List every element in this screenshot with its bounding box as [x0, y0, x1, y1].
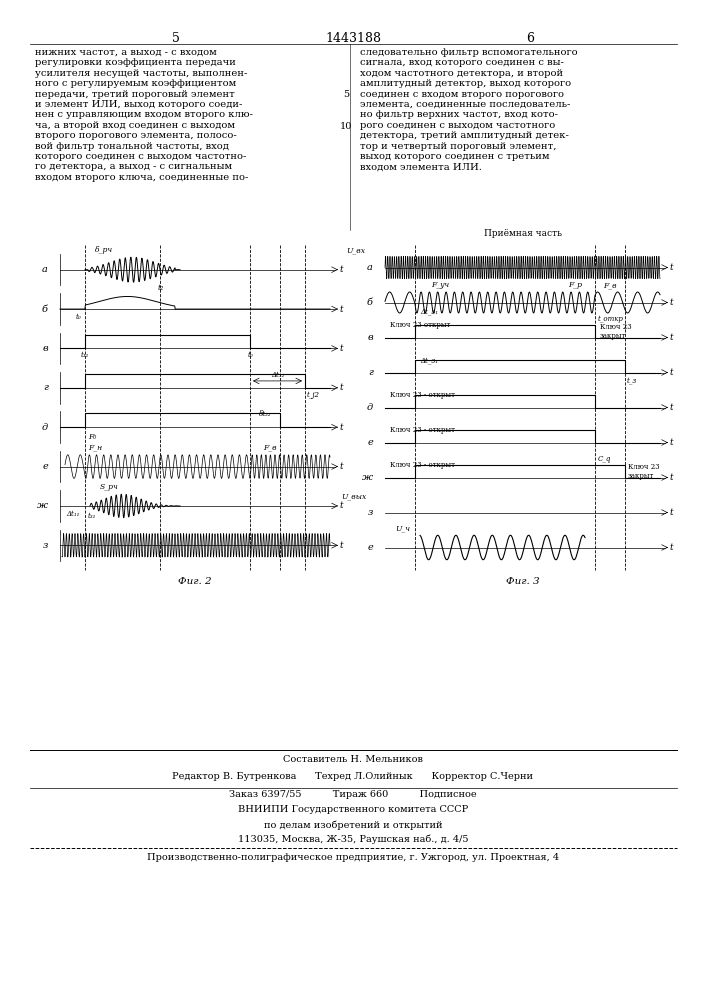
- Text: ВНИИПИ Государственного комитета СССР: ВНИИПИ Государственного комитета СССР: [238, 805, 468, 814]
- Text: Δt₁₁: Δt₁₁: [66, 510, 80, 518]
- Text: Производственно-полиграфическое предприятие, г. Ужгород, ул. Проектная, 4: Производственно-полиграфическое предприя…: [147, 853, 559, 862]
- Text: U_вых: U_вых: [341, 492, 367, 500]
- Text: 113035, Москва, Ж-35, Раушская наб., д. 4/5: 113035, Москва, Ж-35, Раушская наб., д. …: [238, 835, 468, 844]
- Text: 10: 10: [340, 122, 352, 131]
- Text: U_ч: U_ч: [395, 524, 410, 532]
- Text: t: t: [670, 263, 674, 272]
- Text: δt₂₂: δt₂₂: [259, 410, 271, 418]
- Text: F_в: F_в: [263, 444, 277, 452]
- Text: Редактор В. Бутренкова      Техред Л.Олийнык      Корректор С.Черни: Редактор В. Бутренкова Техред Л.Олийнык …: [173, 772, 534, 781]
- Text: t: t: [340, 541, 344, 550]
- Text: в: в: [42, 344, 48, 353]
- Text: F_р: F_р: [568, 281, 582, 289]
- Text: F_yч: F_yч: [431, 281, 449, 289]
- Text: t₁₁: t₁₁: [81, 351, 89, 359]
- Text: д: д: [42, 423, 48, 432]
- Text: по делам изобретений и открытий: по делам изобретений и открытий: [264, 820, 443, 830]
- Text: Фиг. 2: Фиг. 2: [178, 577, 212, 586]
- Text: в: в: [368, 333, 373, 342]
- Text: д: д: [367, 403, 373, 412]
- Text: t: t: [340, 265, 344, 274]
- Text: t: t: [670, 403, 674, 412]
- Text: а: а: [367, 263, 373, 272]
- Text: 6: 6: [526, 32, 534, 45]
- Text: t_j2: t_j2: [307, 391, 320, 399]
- Text: t: t: [670, 368, 674, 377]
- Text: Ключ 23 - открыт: Ключ 23 - открыт: [390, 391, 455, 399]
- Text: 1443188: 1443188: [325, 32, 381, 45]
- Text: е: е: [367, 438, 373, 447]
- Text: t: t: [670, 438, 674, 447]
- Text: Приёмная часть: Приёмная часть: [484, 229, 561, 238]
- Text: F_в: F_в: [603, 281, 617, 289]
- Text: Ключ 23
закрыт: Ключ 23 закрыт: [628, 463, 660, 480]
- Text: t: t: [340, 305, 344, 314]
- Text: U_вх: U_вх: [346, 246, 365, 254]
- Text: 5: 5: [172, 32, 180, 45]
- Text: з: з: [42, 541, 48, 550]
- Text: t: t: [670, 298, 674, 307]
- Text: C_q: C_q: [598, 455, 612, 463]
- Text: t_з: t_з: [627, 376, 637, 384]
- Text: ж: ж: [37, 501, 48, 510]
- Text: F_н: F_н: [88, 444, 102, 452]
- Text: ж: ж: [362, 473, 373, 482]
- Text: Δt_з₁: Δt_з₁: [420, 356, 438, 364]
- Text: Δt_з₁: Δt_з₁: [420, 308, 438, 316]
- Text: 5: 5: [343, 90, 349, 99]
- Text: t: t: [340, 383, 344, 392]
- Text: t₀: t₀: [76, 313, 81, 321]
- Text: t_откр: t_откр: [598, 315, 624, 323]
- Text: S_рч: S_рч: [100, 483, 119, 491]
- Text: Ключ 23 - открыт: Ключ 23 - открыт: [390, 426, 455, 434]
- Text: г: г: [43, 383, 48, 392]
- Text: t₃₁: t₃₁: [88, 512, 96, 520]
- Text: t₂: t₂: [158, 284, 164, 292]
- Text: Заказ 6397/55          Тираж 660          Подписное: Заказ 6397/55 Тираж 660 Подписное: [229, 790, 477, 799]
- Text: t: t: [340, 423, 344, 432]
- Text: Фиг. 3: Фиг. 3: [506, 577, 539, 586]
- Text: е: е: [367, 543, 373, 552]
- Text: t: t: [670, 473, 674, 482]
- Text: t: t: [340, 501, 344, 510]
- Text: следовательно фильтр вспомогательного
сигнала, вход которого соединен с вы-
ходо: следовательно фильтр вспомогательного си…: [360, 48, 578, 171]
- Text: F₀: F₀: [88, 433, 96, 441]
- Text: t: t: [340, 344, 344, 353]
- Text: е: е: [42, 462, 48, 471]
- Text: Ключ 23
закрыт: Ключ 23 закрыт: [600, 323, 631, 340]
- Text: б: б: [367, 298, 373, 307]
- Text: нижних частот, а выход - с входом
регулировки коэффициента передачи
усилителя не: нижних частот, а выход - с входом регули…: [35, 48, 253, 182]
- Text: а: а: [42, 265, 48, 274]
- Text: г: г: [368, 368, 373, 377]
- Text: Ключ 23 открыт: Ключ 23 открыт: [390, 321, 450, 329]
- Text: б: б: [42, 305, 48, 314]
- Text: Ключ 23 - открыт: Ключ 23 - открыт: [390, 461, 455, 469]
- Text: Δt₁₂: Δt₁₂: [271, 371, 284, 379]
- Text: t: t: [670, 508, 674, 517]
- Text: Составитель Н. Мельников: Составитель Н. Мельников: [283, 755, 423, 764]
- Text: з: з: [368, 508, 373, 517]
- Text: t₀: t₀: [247, 351, 253, 359]
- Text: δ_рч: δ_рч: [95, 246, 113, 254]
- Text: t: t: [670, 543, 674, 552]
- Text: t: t: [340, 462, 344, 471]
- Text: t: t: [670, 333, 674, 342]
